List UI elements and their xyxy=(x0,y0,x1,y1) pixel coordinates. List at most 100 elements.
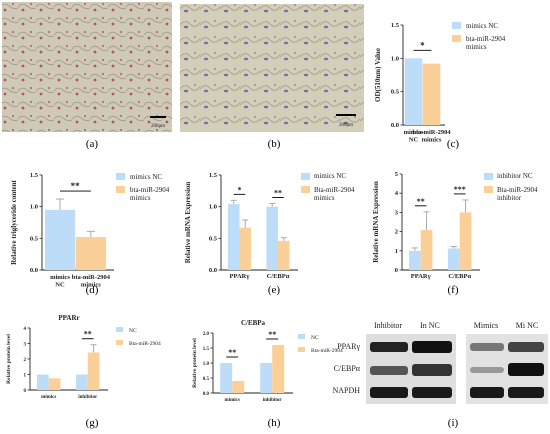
y-tick-label-h: 2.0 xyxy=(203,332,210,337)
legend-label-cont-f-1: inhibitor xyxy=(497,194,522,202)
bar-h-0-0 xyxy=(220,363,233,393)
significance-mark-g-1: ** xyxy=(84,330,92,339)
y-tick-label-g: 4 xyxy=(24,327,27,332)
chart-title-g: PPARr xyxy=(58,314,79,322)
y-axis-label-f: Relative mRNA Expression xyxy=(372,181,380,263)
blot-col-inhibitor: Inhibitor xyxy=(374,321,402,330)
legend-swatch-d-1 xyxy=(116,186,125,193)
legend-swatch-f-0 xyxy=(484,173,493,180)
legend-swatch-d-0 xyxy=(116,173,125,180)
legend-label-cont-e-1: mimics xyxy=(314,194,335,202)
legend-label-h-0: NC xyxy=(311,335,319,341)
significance-mark-f-0: ** xyxy=(417,197,425,206)
panel-label-c: (c) xyxy=(447,138,460,150)
legend-label-g-0: NC xyxy=(129,328,137,334)
significance-mark-h-0: ** xyxy=(228,348,236,357)
blot-row-ppar: PPARγ xyxy=(337,342,360,351)
bar-f-0-0 xyxy=(409,250,421,270)
x-tick-label-c-0: mimics NC xyxy=(404,129,424,144)
legend-label-g-1: Bta-miR-2904 xyxy=(129,341,161,347)
y-tick-label-h: 1.0 xyxy=(203,362,210,367)
significance-mark-c: * xyxy=(420,40,425,50)
legend-label-cont-c-1: mimics xyxy=(466,43,487,51)
scale-label-b: 200μm xyxy=(339,123,353,128)
x-tick-label-h-0: mimics xyxy=(225,398,240,403)
x-tick-label-d-1: bta-miR-2904 mimics xyxy=(72,274,111,289)
bar-e-1-1 xyxy=(277,240,290,270)
band-cebp-mimics xyxy=(470,367,504,373)
panel-label-a: (a) xyxy=(86,138,99,150)
legend-swatch-e-1 xyxy=(301,186,310,193)
band-ppar-mimics xyxy=(470,343,504,351)
legend-label-d-1: bta-miR-2904 xyxy=(130,186,170,194)
y-tick-label-c: 1.5 xyxy=(391,22,400,29)
y-tick-label-g: 0 xyxy=(24,389,27,394)
blot-col-in-nc: In NC xyxy=(420,321,440,330)
x-tick-label-c-1: bta-miR-2904 mimics xyxy=(412,129,451,144)
y-axis-label-h: Relative protein level xyxy=(192,338,198,388)
y-tick-label-d: 0.0 xyxy=(30,267,38,274)
legend-swatch-g-0 xyxy=(116,327,123,332)
bar-e-1-0 xyxy=(266,206,278,270)
band-napdh-minc xyxy=(508,387,544,398)
legend-label-d-0: mimics NC xyxy=(130,173,162,181)
bar-f-1-0 xyxy=(448,248,460,270)
y-tick-label-d: 1.0 xyxy=(30,204,38,211)
bar-f-0-1 xyxy=(420,230,433,270)
legend-swatch-h-0 xyxy=(298,334,305,339)
bar-h-1-1 xyxy=(272,345,285,393)
bar-g-1-1 xyxy=(87,352,100,390)
blot-col-mi-nc: Mi NC xyxy=(516,321,538,330)
micrograph-a-image xyxy=(2,2,172,132)
legend-swatch-c-1 xyxy=(452,35,461,42)
y-tick-label-f: 4 xyxy=(395,190,399,197)
bar-h-0-1 xyxy=(232,381,245,393)
x-tick-label-g-1: inhibitor xyxy=(78,395,98,400)
micrograph-a: 200μm xyxy=(2,2,172,132)
legend-swatch-f-1 xyxy=(484,186,493,193)
chart-title-h: C/EBPa xyxy=(241,319,266,327)
y-tick-label-d: 1.5 xyxy=(30,172,39,179)
y-tick-label-f: 1 xyxy=(395,248,398,255)
x-tick-label-g-0: mimics xyxy=(41,395,56,400)
bar-g-0-1 xyxy=(48,378,61,390)
panel-label-h: (h) xyxy=(268,417,281,429)
legend-label-f-0: inhibitor NC xyxy=(497,172,533,180)
micrograph-b: 200μm xyxy=(180,4,364,132)
legend-swatch-c-0 xyxy=(452,22,461,29)
bar-c-1 xyxy=(422,63,441,125)
legend-label-e-0: mimics NC xyxy=(314,172,346,180)
y-tick-label-c: 0.5 xyxy=(391,89,400,96)
y-tick-label-c: 0.0 xyxy=(391,122,399,129)
panel-label-d: (d) xyxy=(86,284,99,296)
y-tick-label-h: 1.5 xyxy=(203,347,210,352)
bar-e-0-0 xyxy=(227,204,240,270)
panel-label-i: (i) xyxy=(448,417,459,429)
band-cebp-inhibitor xyxy=(370,366,408,375)
band-cebp-innc xyxy=(412,364,452,376)
panel-label-e: (e) xyxy=(268,284,281,296)
band-cebp-minc xyxy=(508,363,544,376)
x-tick-label-h-1: inhibitor xyxy=(263,398,283,403)
y-tick-label-f: 3 xyxy=(395,209,399,216)
y-tick-label-f: 0 xyxy=(395,267,398,274)
y-tick-label-h: 0.5 xyxy=(203,377,210,382)
band-napdh-inhibitor xyxy=(370,387,408,398)
x-tick-label-e-0: PPARγ xyxy=(230,273,250,280)
band-napdh-mimics xyxy=(470,387,504,398)
x-tick-label-d-0: mimics NC xyxy=(50,274,70,289)
y-tick-label-c: 1.0 xyxy=(391,55,399,62)
bar-g-1-0 xyxy=(76,374,88,390)
micrograph-b-image xyxy=(180,4,364,132)
x-tick-label-e-1: C/EBPα xyxy=(267,273,290,280)
legend-label-h-1: Bta-miR-2904 xyxy=(311,348,343,354)
blot-col-mimics: Mimics xyxy=(474,321,498,330)
panel-label-f: (f) xyxy=(448,284,459,296)
bar-h-1-0 xyxy=(260,363,273,393)
bar-d-1 xyxy=(75,237,106,270)
panel-label-b: (b) xyxy=(268,138,281,150)
y-tick-label-d: 0.5 xyxy=(30,235,39,242)
legend-label-f-1: Bta-miR-2904 xyxy=(497,186,538,194)
x-tick-label-f-1: C/EBPα xyxy=(448,273,471,280)
